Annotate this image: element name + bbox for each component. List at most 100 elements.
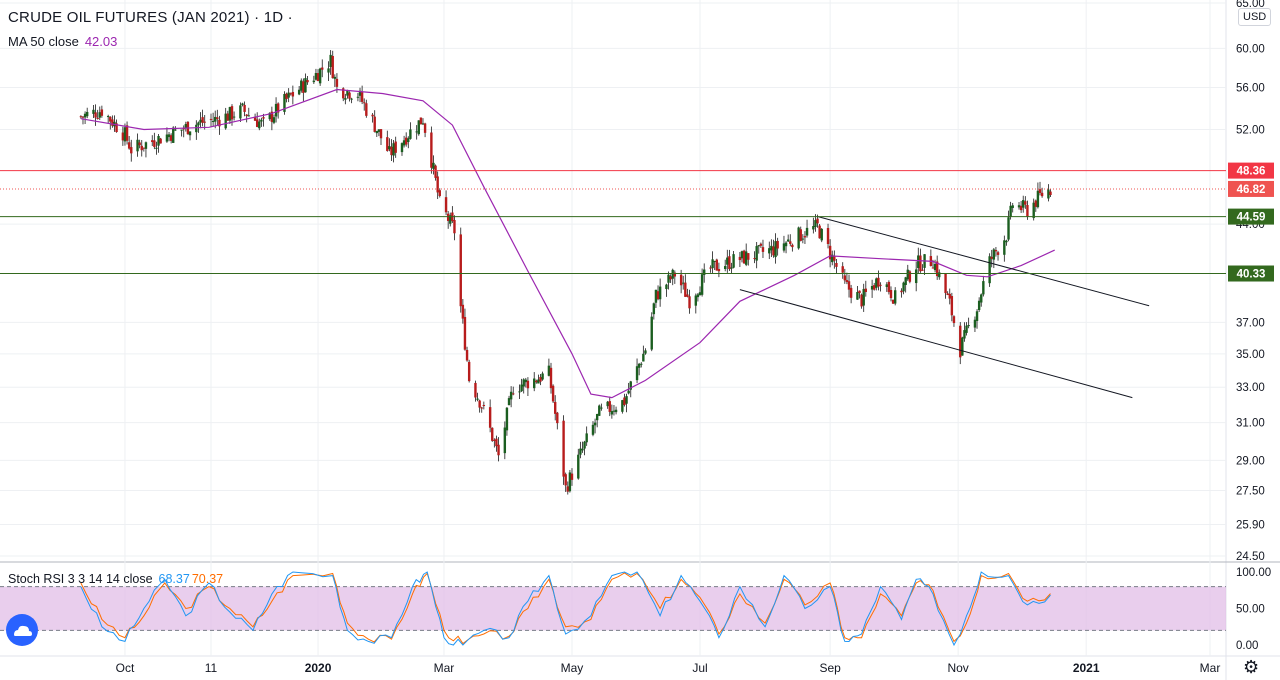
settings-gear-icon[interactable]: ⚙: [1243, 657, 1260, 677]
candle-body: [698, 292, 702, 296]
candle-body: [533, 378, 536, 389]
candle-body: [331, 55, 334, 79]
candle-body: [761, 247, 765, 252]
candle-body: [549, 367, 553, 389]
stoch-rsi-d-value: 70.37: [191, 572, 224, 586]
candle-body: [671, 269, 674, 279]
candle-body: [870, 285, 874, 290]
candle-body: [711, 259, 714, 269]
candle-body: [684, 282, 687, 297]
stoch-rsi-legend[interactable]: Stoch RSI 3 3 14 14 close 68.37 70.37: [8, 572, 223, 586]
candle-body: [791, 244, 794, 248]
tradingview-logo-icon[interactable]: [6, 614, 38, 646]
ma50-line[interactable]: [80, 88, 1055, 399]
price-level-tag[interactable]: [1228, 162, 1274, 179]
x-tick-label: Jul: [692, 661, 707, 675]
candle-body: [476, 398, 479, 400]
candle-body: [776, 240, 779, 249]
candle-body: [1011, 205, 1014, 208]
candle-body: [1032, 202, 1035, 219]
y-tick-label: 35.00: [1236, 349, 1265, 361]
candle-body: [96, 117, 99, 119]
candle-body: [591, 424, 595, 435]
candle-body: [342, 88, 345, 99]
candle-body: [814, 220, 817, 228]
price-level-tag[interactable]: [1228, 265, 1274, 282]
candle-body: [967, 325, 970, 327]
candle-body: [209, 118, 213, 120]
candle-body: [526, 380, 530, 389]
candle-body: [491, 427, 494, 441]
candle-body: [247, 115, 250, 117]
candle-body: [835, 262, 838, 267]
candle-body: [770, 245, 773, 251]
stoch-rsi-k-line[interactable]: [80, 571, 1051, 647]
candle-body: [344, 98, 347, 100]
y-tick-label: 29.00: [1236, 455, 1265, 467]
candle-body: [577, 454, 580, 479]
candle-body: [537, 379, 540, 384]
candle-body: [1034, 200, 1038, 207]
candle-body: [358, 90, 362, 96]
trendline[interactable]: [739, 289, 1133, 399]
candle-body: [302, 81, 305, 93]
candle-body: [421, 123, 425, 125]
candle-body: [291, 91, 295, 97]
candle-body: [566, 486, 569, 492]
candle-body: [742, 250, 746, 264]
stoch-rsi-d-line[interactable]: [80, 572, 1051, 645]
candle-body: [509, 391, 513, 400]
candle-body: [258, 121, 261, 129]
x-tick-label: Mar: [434, 661, 455, 675]
candle-body: [696, 294, 700, 298]
trendline[interactable]: [817, 215, 1150, 307]
candle-body: [845, 280, 849, 283]
candle-body: [125, 125, 129, 141]
candle-body: [365, 103, 368, 116]
candle-body: [885, 284, 888, 287]
candle-body: [774, 241, 777, 258]
candle-body: [174, 129, 177, 131]
candle-body: [283, 94, 286, 112]
symbol-legend[interactable]: CRUDE OIL FUTURES (JAN 2021) · 1D ·: [8, 9, 293, 26]
candle-body: [977, 300, 981, 311]
candle-body: [211, 120, 215, 123]
candle-body: [717, 269, 721, 272]
y-tick-label: 31.00: [1236, 418, 1265, 430]
candle-body: [79, 116, 83, 118]
candle-body: [356, 96, 360, 98]
candle-body: [329, 54, 332, 67]
candle-body: [1022, 200, 1025, 208]
candle-body: [184, 124, 188, 129]
candle-body: [921, 269, 924, 271]
candle-body: [199, 119, 202, 123]
candle-body: [581, 448, 584, 451]
candle-body: [512, 393, 515, 395]
candle-body: [738, 256, 742, 261]
candle-body: [123, 127, 127, 142]
currency-badge[interactable]: USD: [1238, 8, 1272, 26]
candle-body: [274, 103, 278, 117]
price-level-label: 40.33: [1237, 269, 1266, 281]
candle-body: [820, 228, 823, 241]
candle-body: [873, 285, 876, 290]
price-level-tag[interactable]: [1228, 208, 1274, 225]
ma-legend[interactable]: MA 50 close 42.03: [8, 34, 117, 49]
candle-body: [153, 140, 156, 147]
candle-body: [608, 401, 611, 412]
interval-label[interactable]: 1D: [263, 9, 284, 26]
candle-body: [658, 286, 662, 300]
price-level-tag[interactable]: [1228, 180, 1274, 197]
symbol-title[interactable]: CRUDE OIL FUTURES (JAN 2021): [8, 9, 250, 26]
candle-body: [1003, 240, 1006, 255]
candle-body: [377, 129, 381, 132]
candle-body: [505, 407, 509, 431]
candle-body: [214, 116, 217, 122]
x-tick-label: May: [561, 661, 584, 675]
price-level-label: 46.82: [1237, 184, 1266, 196]
candle-body: [224, 113, 227, 129]
candle-body: [195, 124, 198, 133]
candle-body: [142, 147, 146, 149]
candle-body: [959, 325, 962, 358]
